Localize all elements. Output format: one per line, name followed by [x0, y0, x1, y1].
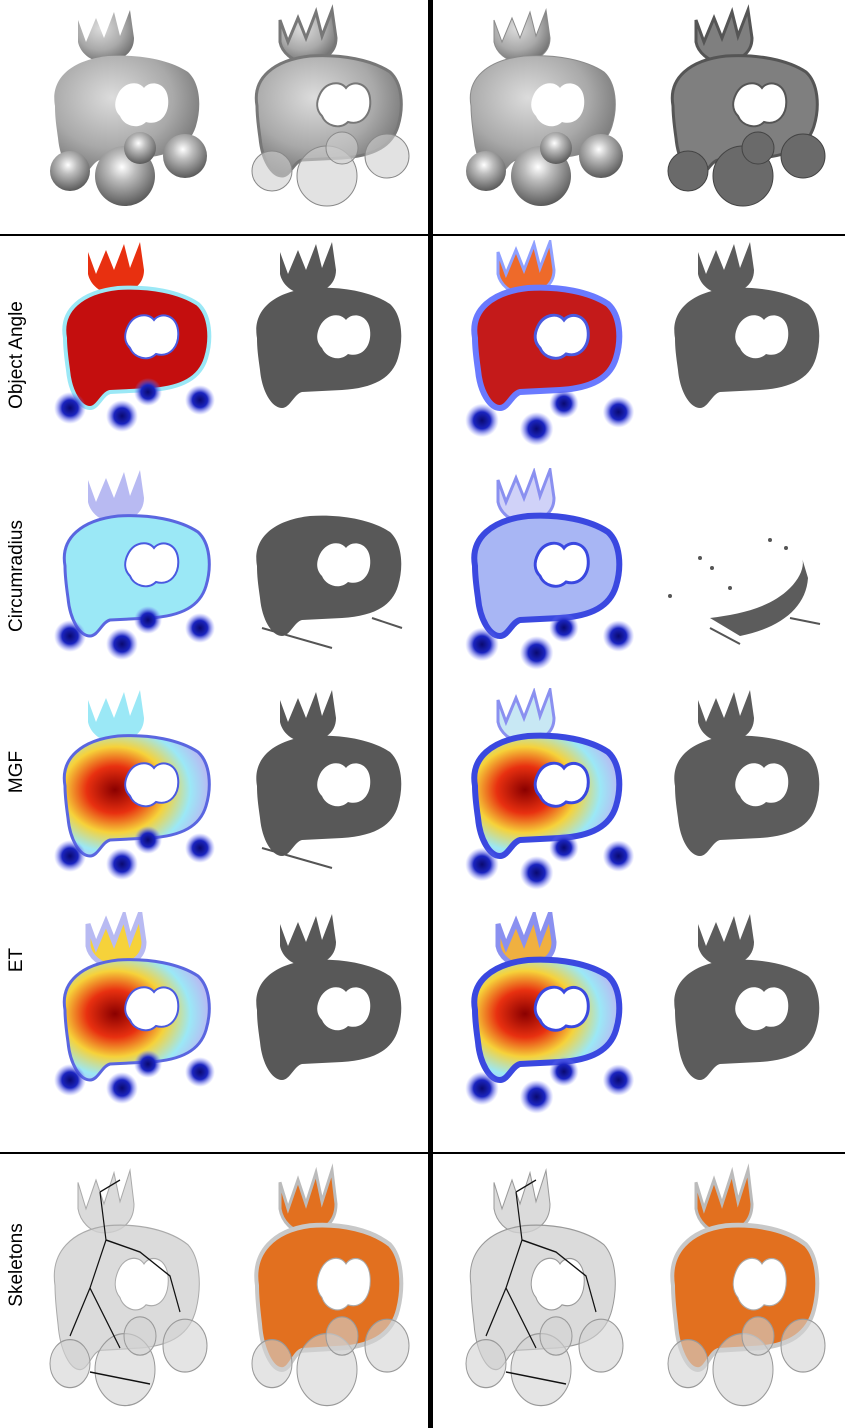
panel-heatmap-et	[54, 912, 215, 1104]
panel-heatmap-circumradius-noisy	[465, 468, 635, 670]
panel-mask-dark-circumradius	[256, 515, 403, 649]
row-label-object-angle: Object Angle	[6, 301, 27, 409]
panel-mask-dark-mgf	[256, 690, 402, 869]
panel-skeleton-orange	[251, 1168, 410, 1407]
divider-top	[0, 234, 845, 236]
row-label-et: ET	[6, 947, 27, 973]
panel-mask-dark-angle	[256, 242, 402, 408]
panel-heatmap-et-noisy	[465, 912, 635, 1114]
row-label-circumradius: Circumradius	[6, 520, 27, 632]
panel-heatmap-circumradius	[54, 470, 215, 660]
panel-skeleton-curves	[49, 1169, 208, 1407]
panel-mask-dark-mgf-noisy	[674, 690, 820, 856]
panel-heatmap-mgf-noisy	[465, 688, 635, 890]
panel-shaded-smooth	[50, 10, 207, 206]
divider-vertical	[428, 0, 433, 1428]
divider-bottom	[0, 1152, 845, 1154]
panel-shaded-spiky	[251, 8, 410, 207]
row-label-mgf: MGF	[6, 750, 27, 794]
panel-heatmap-angle-noisy	[465, 240, 635, 446]
panel-heatmap-mgf	[54, 690, 215, 880]
panel-mask-dark-et-noisy	[674, 914, 820, 1080]
panel-skeleton-curves-noisy	[465, 1169, 624, 1407]
panel-heatmap-angle	[54, 242, 215, 432]
panel-shaded-noisy	[466, 9, 623, 206]
panel-mask-dark-et	[256, 914, 402, 1080]
panel-mask-scatter	[668, 538, 821, 645]
panel-mask-dark-sparse	[674, 242, 820, 408]
panel-shaded-noisy-spiky	[667, 8, 826, 207]
panel-skeleton-orange-noisy	[667, 1168, 826, 1407]
